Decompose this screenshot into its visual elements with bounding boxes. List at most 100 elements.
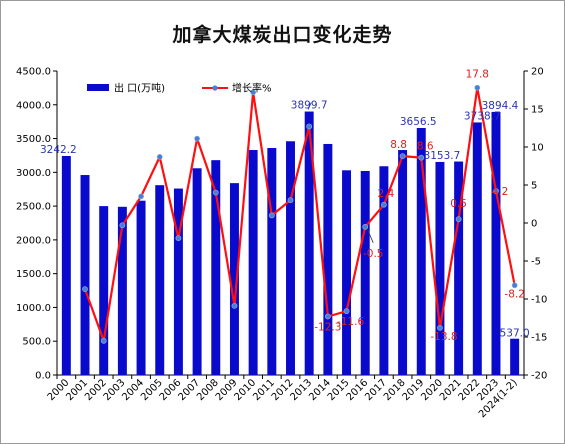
bar [491, 111, 501, 375]
bar [379, 166, 389, 375]
bar [229, 183, 239, 375]
left-tick-label: 4500.0 [16, 67, 51, 78]
bar [304, 111, 314, 376]
left-tick-label: 2000.0 [16, 235, 51, 246]
left-tick-label: 3500.0 [16, 134, 51, 145]
bar [398, 150, 408, 375]
bar [454, 161, 464, 375]
bar [173, 188, 183, 375]
line-point [455, 216, 462, 223]
right-tick-label: 0 [531, 219, 537, 230]
bar [416, 127, 426, 375]
line-data-label: 8.6 [417, 141, 434, 153]
line-point [474, 84, 481, 91]
right-tick-label: -10 [531, 295, 547, 306]
legend: 出 口(万吨) 增长率% [87, 82, 272, 95]
line-data-label: 0.5 [450, 198, 467, 210]
bar [136, 200, 146, 375]
line-point [418, 154, 425, 161]
bar [510, 338, 520, 375]
line-point [511, 282, 518, 289]
legend-line-label: 增长率% [232, 82, 272, 95]
line-data-label: 4.2 [492, 186, 509, 198]
left-tick-label: 1000.0 [16, 303, 51, 314]
line-point [343, 308, 350, 315]
right-tick-label: 20 [531, 67, 544, 78]
bar [155, 185, 165, 375]
line-point [231, 302, 238, 309]
bar [472, 122, 482, 375]
right-tick-label: 5 [531, 181, 537, 192]
bar-data-label: 3894.4 [482, 100, 519, 112]
line-point [138, 193, 144, 200]
line-point [175, 235, 182, 242]
line-point [306, 123, 313, 130]
bar-data-label: 3153.7 [424, 150, 461, 162]
bar [192, 168, 202, 375]
legend-bar-label: 出 口(万吨) [114, 82, 165, 95]
line-data-label: 2.4 [378, 188, 395, 200]
line-data-label: -12.3 [314, 321, 341, 333]
right-tick-label: -5 [531, 257, 541, 268]
right-tick-label: -20 [531, 371, 547, 382]
line-point [194, 135, 200, 142]
line-point [156, 153, 163, 160]
line-point [493, 188, 499, 194]
line-point [268, 212, 275, 219]
line-point [250, 89, 257, 96]
line-point [437, 324, 443, 331]
line-data-label: -11.6 [337, 316, 364, 328]
line-point [100, 337, 107, 344]
bar [342, 170, 352, 375]
bar-series [61, 111, 520, 376]
line-point [362, 223, 369, 230]
line-data-label: -13.8 [430, 331, 457, 343]
legend-line-marker [212, 85, 218, 91]
bar [435, 161, 445, 375]
bar [323, 143, 333, 375]
bar-data-label: 3242.2 [40, 144, 77, 156]
right-tick-label: -15 [531, 333, 547, 344]
bar [117, 206, 127, 375]
bar [286, 141, 295, 375]
left-tick-label: 3000.0 [16, 168, 51, 179]
right-tick-label: 15 [531, 105, 544, 116]
bar [360, 170, 370, 375]
bar-data-label: 3738.7 [464, 110, 501, 122]
left-tick-label: 1500.0 [16, 269, 51, 280]
bar [248, 150, 258, 375]
right-tick-label: 10 [531, 143, 544, 154]
bar-data-label: 537.0 [500, 328, 530, 340]
growth-line [83, 86, 516, 342]
left-tick-label: 4000.0 [16, 100, 51, 111]
bar-data-label: 3656.5 [400, 116, 437, 128]
label-leader-line [307, 102, 312, 110]
legend-bar-swatch [87, 84, 109, 91]
line-point [324, 313, 331, 320]
line-data-label: 17.8 [466, 69, 489, 81]
bar [211, 160, 221, 375]
chart-title: 加拿大煤炭出口变化走势 [172, 24, 393, 46]
line-point [287, 197, 294, 204]
bar-data-label: 3899.7 [291, 100, 328, 112]
bar [80, 175, 90, 375]
line-data-label: 8.8 [390, 139, 407, 151]
left-tick-label: 2500.0 [16, 202, 51, 213]
bar [99, 206, 109, 375]
bar [267, 148, 277, 375]
left-tick-label: 500.0 [22, 337, 51, 348]
left-tick-label: 0.0 [35, 371, 51, 382]
line-point [212, 189, 219, 196]
line-point [399, 153, 406, 160]
line-data-label: -0.5 [363, 248, 384, 260]
line-point [380, 201, 387, 208]
line-point [82, 286, 88, 293]
line-data-label: -8.2 [504, 288, 525, 300]
line-series [82, 84, 518, 344]
line-point [119, 222, 126, 229]
bar [61, 155, 71, 375]
label-leader-line [366, 228, 374, 243]
